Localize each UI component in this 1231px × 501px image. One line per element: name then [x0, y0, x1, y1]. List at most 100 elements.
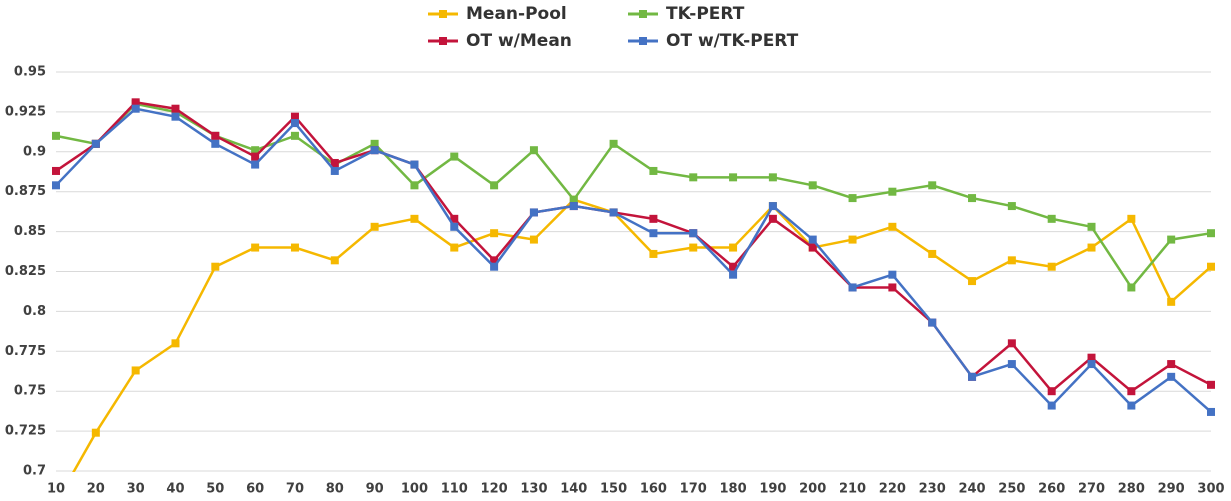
- data-point: [211, 131, 220, 140]
- x-tick-label: 30: [127, 482, 145, 497]
- data-point: [1007, 256, 1016, 265]
- data-point: [1207, 380, 1215, 389]
- x-tick-label: 210: [839, 482, 866, 497]
- data-point: [808, 243, 817, 252]
- data-point: [1087, 243, 1096, 252]
- data-point: [1167, 372, 1176, 381]
- data-point: [370, 139, 379, 148]
- data-point: [1207, 262, 1215, 271]
- data-point: [330, 256, 339, 265]
- x-tick-label: 150: [600, 482, 627, 497]
- data-point: [729, 173, 738, 182]
- data-point: [1007, 202, 1016, 211]
- data-point: [490, 181, 499, 190]
- legend-swatch: [439, 10, 447, 18]
- data-point: [848, 235, 857, 244]
- x-tick-label: 110: [441, 482, 468, 497]
- data-point: [1007, 339, 1016, 348]
- y-tick-label: 0.95: [14, 65, 46, 80]
- x-tick-label: 280: [1118, 482, 1145, 497]
- y-tick-label: 0.8: [23, 304, 46, 319]
- data-point: [251, 152, 260, 161]
- x-tick-label: 140: [560, 482, 587, 497]
- data-point: [529, 208, 538, 217]
- x-tick-label: 250: [998, 482, 1025, 497]
- data-point: [729, 243, 738, 252]
- legend-label: TK-PERT: [666, 4, 745, 24]
- data-point: [768, 173, 777, 182]
- data-point: [1127, 387, 1136, 396]
- data-point: [1047, 401, 1056, 410]
- legend-swatch: [639, 10, 647, 18]
- data-point: [569, 202, 578, 211]
- data-point: [410, 214, 419, 223]
- data-point: [131, 366, 140, 375]
- data-point: [1087, 360, 1096, 369]
- data-point: [689, 229, 698, 238]
- legend-swatch: [639, 37, 647, 45]
- data-point: [609, 139, 618, 148]
- legend-swatch: [439, 37, 447, 45]
- series-line: [55, 107, 1212, 413]
- data-point: [91, 139, 100, 148]
- data-point: [1207, 229, 1215, 238]
- x-tick-label: 50: [206, 482, 224, 497]
- x-tick-label: 260: [1038, 482, 1065, 497]
- x-tick-label: 60: [246, 482, 264, 497]
- x-tick-label: 180: [719, 482, 746, 497]
- data-point: [529, 146, 538, 155]
- y-tick-label: 0.75: [14, 384, 46, 399]
- y-tick-label: 0.7: [23, 464, 46, 479]
- series-line: [55, 102, 1212, 290]
- x-tick-label: 100: [401, 482, 428, 497]
- data-point: [1007, 360, 1016, 369]
- data-point: [649, 229, 658, 238]
- data-point: [689, 173, 698, 182]
- data-point: [928, 181, 937, 190]
- series-line: [72, 198, 1212, 472]
- data-point: [1127, 401, 1136, 410]
- data-point: [888, 222, 897, 231]
- x-tick-label: 40: [166, 482, 184, 497]
- x-tick-label: 270: [1078, 482, 1105, 497]
- data-point: [1207, 407, 1215, 416]
- y-tick-label: 0.85: [14, 224, 46, 239]
- x-tick-label: 170: [680, 482, 707, 497]
- x-tick-label: 290: [1158, 482, 1185, 497]
- data-point: [1087, 222, 1096, 231]
- x-tick-label: 230: [919, 482, 946, 497]
- y-tick-label: 0.875: [5, 184, 46, 199]
- data-point: [251, 146, 260, 155]
- data-point: [251, 243, 260, 252]
- data-point: [370, 146, 379, 155]
- data-point: [450, 152, 459, 161]
- data-point: [529, 235, 538, 244]
- data-point: [330, 166, 339, 175]
- data-point: [1047, 214, 1056, 223]
- data-point: [131, 104, 140, 113]
- x-tick-label: 190: [759, 482, 786, 497]
- y-tick-label: 0.825: [5, 264, 46, 279]
- data-point: [290, 131, 299, 140]
- data-point: [211, 262, 220, 271]
- x-tick-label: 160: [640, 482, 667, 497]
- x-tick-label: 200: [799, 482, 826, 497]
- data-point: [768, 202, 777, 211]
- y-tick-label: 0.925: [5, 104, 46, 119]
- series-line: [55, 100, 1212, 393]
- data-point: [290, 243, 299, 252]
- data-point: [490, 256, 499, 265]
- data-point: [52, 131, 60, 140]
- data-point: [91, 428, 100, 437]
- plot-area: [52, 98, 1215, 472]
- data-point: [251, 160, 260, 169]
- data-point: [729, 262, 738, 271]
- data-point: [1167, 360, 1176, 369]
- x-tick-label: 10: [47, 482, 65, 497]
- data-point: [490, 262, 499, 271]
- data-point: [370, 222, 379, 231]
- legend-label: OT w/TK-PERT: [666, 31, 799, 51]
- data-point: [410, 160, 419, 169]
- data-point: [928, 318, 937, 327]
- data-point: [1047, 387, 1056, 396]
